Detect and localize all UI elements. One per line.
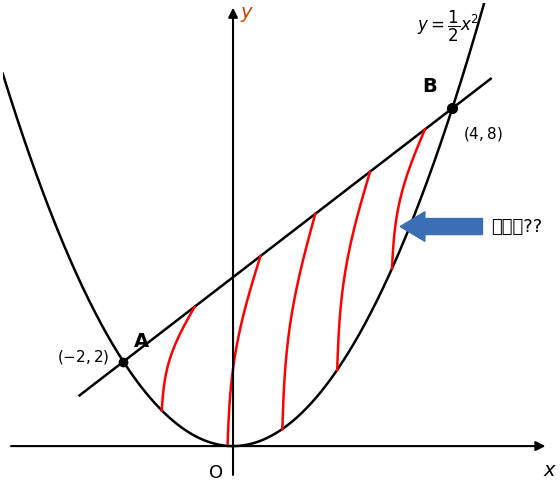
Text: $\mathbf{B}$: $\mathbf{B}$ [422,77,437,96]
Text: $x$: $x$ [543,461,557,480]
Text: $(-2,2)$: $(-2,2)$ [57,348,110,366]
Text: $\mathbf{A}$: $\mathbf{A}$ [133,332,150,351]
FancyArrow shape [400,212,483,242]
Text: $y$: $y$ [240,5,254,24]
Text: O: O [209,464,223,482]
Text: 面積は??: 面積は?? [491,218,542,236]
Text: $(4,8)$: $(4,8)$ [463,125,503,143]
Text: $y = \dfrac{1}{2}x^2$: $y = \dfrac{1}{2}x^2$ [417,9,479,44]
